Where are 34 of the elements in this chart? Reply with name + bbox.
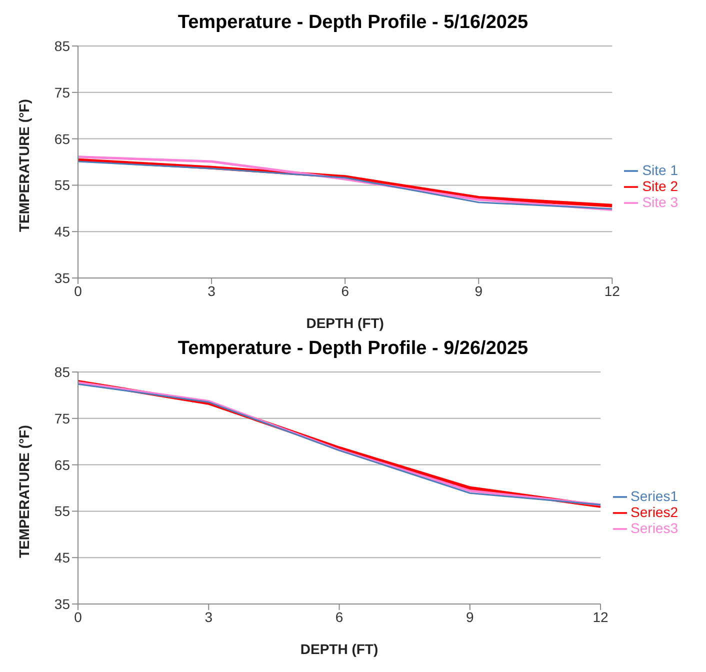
x-tick-label: 0 <box>74 608 82 625</box>
legend-label: Site 1 <box>642 162 678 178</box>
y-tick-label: 35 <box>54 596 70 612</box>
legend-label: Series1 <box>630 488 678 504</box>
x-tick-label: 9 <box>474 282 483 299</box>
chart-title: Temperature - Depth Profile - 5/16/2025 <box>176 11 530 35</box>
y-tick-label: 45 <box>54 224 70 240</box>
y-tick-label: 75 <box>54 84 70 100</box>
y-axis-title: TEMPERATURE (°F) <box>16 99 32 232</box>
y-tick-label: 65 <box>54 456 70 473</box>
legend-label: Site 2 <box>642 178 678 194</box>
y-tick-label: 45 <box>54 550 70 566</box>
y-tick-label: 65 <box>54 130 70 147</box>
x-tick-label: 12 <box>604 282 620 299</box>
x-tick-label: 0 <box>74 282 82 299</box>
x-tick-label: 3 <box>204 608 213 625</box>
x-axis-title: DEPTH (FT) <box>306 315 384 331</box>
x-tick-label: 6 <box>341 282 350 299</box>
x-tick-label: 3 <box>208 282 216 299</box>
y-axis-title: TEMPERATURE (°F) <box>16 425 32 558</box>
y-tick-label: 55 <box>54 503 70 520</box>
legend-label: Series2 <box>630 504 678 520</box>
x-tick-label: 12 <box>592 608 609 625</box>
legend-label: Site 3 <box>642 194 678 210</box>
x-axis-title: DEPTH (FT) <box>300 641 378 657</box>
y-tick-label: 85 <box>54 364 70 380</box>
y-tick-label: 75 <box>54 410 70 426</box>
x-tick-label: 6 <box>335 608 344 625</box>
legend-label: Series3 <box>630 520 678 536</box>
y-tick-label: 35 <box>54 270 70 286</box>
chart-title: Temperature - Depth Profile - 9/26/2025 <box>176 337 530 361</box>
y-tick-label: 55 <box>54 177 70 194</box>
x-tick-label: 9 <box>466 608 474 625</box>
y-tick-label: 85 <box>54 38 70 54</box>
